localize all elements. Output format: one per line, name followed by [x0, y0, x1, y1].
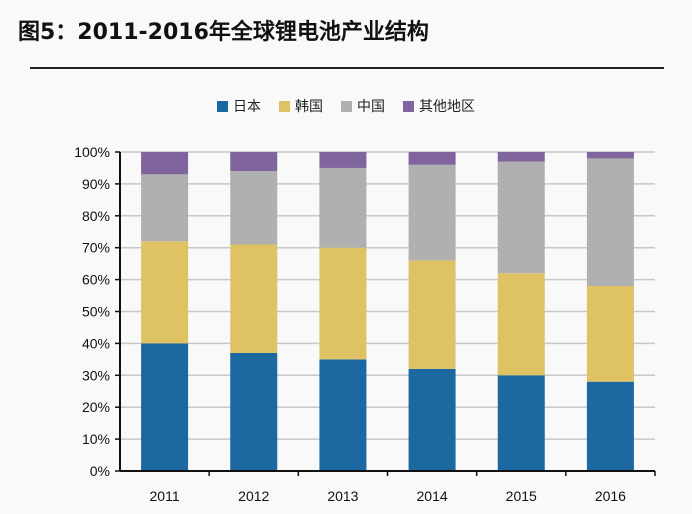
x-tick-label: 2016: [595, 488, 626, 504]
bar-segment: [141, 241, 189, 344]
bar-segment: [319, 247, 367, 360]
x-tick-label: 2015: [506, 488, 537, 504]
chart-title: 图5：2011-2016年全球锂电池产业结构: [18, 20, 429, 45]
bar-segment: [497, 161, 545, 274]
y-tick-label: 0%: [90, 463, 110, 479]
bar-segment: [319, 167, 367, 248]
legend-label: 中国: [357, 99, 385, 115]
bar-segment: [586, 381, 634, 471]
legend-label: 其他地区: [419, 99, 475, 115]
legend-label: 日本: [233, 99, 261, 115]
y-tick-label: 60%: [82, 272, 110, 288]
y-tick-label: 90%: [82, 176, 110, 192]
y-tick-label: 20%: [82, 399, 110, 415]
legend-swatch: [279, 100, 290, 112]
bar-segment: [319, 359, 367, 471]
y-tick-label: 10%: [82, 431, 110, 447]
title-divider: [30, 67, 664, 69]
legend-item: 日本: [217, 96, 261, 116]
bar-segment: [497, 375, 545, 471]
y-tick-label: 40%: [82, 335, 110, 351]
x-tick-label: 2012: [238, 488, 269, 504]
bar-segment: [408, 368, 456, 471]
bar-segment: [141, 152, 189, 175]
bar-segment: [408, 260, 456, 369]
bar-segment: [586, 285, 634, 382]
bar-segment: [230, 244, 278, 353]
bar-segment: [141, 174, 189, 242]
bar-segment: [586, 152, 634, 159]
bar-segment: [230, 171, 278, 245]
legend-swatch: [217, 100, 228, 112]
legend-label: 韩国: [295, 99, 323, 115]
bar-segment: [408, 152, 456, 165]
legend-item: 中国: [341, 96, 385, 116]
bar-segment: [408, 164, 456, 261]
legend-item: 其他地区: [403, 96, 475, 116]
x-tick-label: 2013: [327, 488, 358, 504]
legend-swatch: [403, 100, 414, 112]
y-tick-label: 100%: [74, 144, 110, 160]
bar-segment: [230, 152, 278, 172]
bar-segment: [497, 152, 545, 162]
y-tick-label: 70%: [82, 240, 110, 256]
bar-segment: [586, 158, 634, 286]
legend-swatch: [341, 100, 352, 112]
y-tick-label: 80%: [82, 208, 110, 224]
x-tick-label: 2011: [150, 488, 180, 504]
legend-item: 韩国: [279, 96, 323, 116]
legend: 日本 韩国 中国 其他地区: [0, 96, 692, 116]
bar-segment: [319, 152, 367, 168]
x-tick-label: 2014: [417, 488, 448, 504]
bar-segment: [497, 273, 545, 376]
y-tick-label: 30%: [82, 367, 110, 383]
y-tick-label: 50%: [82, 304, 110, 320]
bar-segment: [141, 343, 189, 471]
bar-segment: [230, 352, 278, 471]
